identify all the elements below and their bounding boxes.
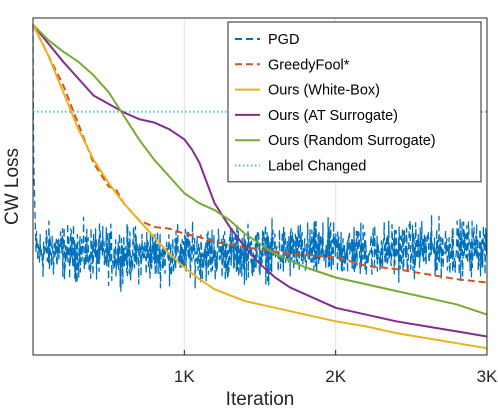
x-tick-label: 2K (325, 367, 346, 386)
legend-entry-label: PGD (268, 32, 299, 48)
x-tick-label: 3K (477, 367, 498, 386)
legend-entry-label: GreedyFool* (268, 57, 350, 73)
series-line-ours-at-surrogate (32, 24, 488, 338)
x-axis-ticks: 1K 2K 3K (174, 350, 498, 386)
series-line-ours-white-box (32, 24, 488, 350)
legend-entry-label: Label Changed (268, 159, 366, 175)
series-line-greedyfool (32, 24, 488, 284)
legend-box (227, 21, 482, 183)
plot-area (32, 24, 488, 350)
x-axis-label: Iteration (226, 389, 295, 409)
y-axis-label: CW Loss (2, 148, 23, 225)
legend-entry-label: Ours (White-Box) (268, 83, 380, 99)
series-line-pgd (32, 24, 488, 292)
axes-box (32, 17, 488, 356)
legend-entry-label: Ours (AT Surrogate) (268, 108, 398, 124)
x-tick-label: 1K (174, 367, 195, 386)
legend-entry-label: Ours (Random Surrogate) (268, 133, 436, 149)
series-line-ours-random-surrogate (32, 24, 488, 316)
legend: PGD GreedyFool* Ours (White-Box) Ours (AT S… (227, 21, 482, 183)
